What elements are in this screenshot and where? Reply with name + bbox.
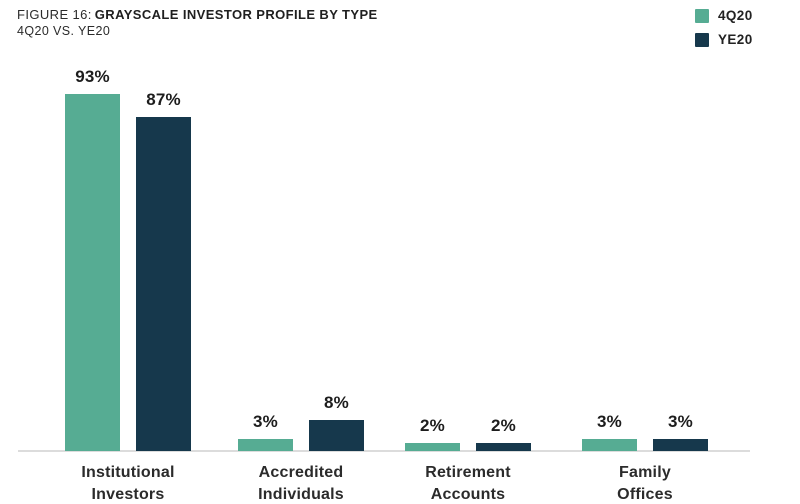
- category-label-line: Family: [619, 464, 671, 481]
- bar-4q20-accredited: [238, 439, 293, 451]
- bar-value-label: 8%: [324, 393, 349, 412]
- chart-header: FIGURE 16: GRAYSCALE INVESTOR PROFILE BY …: [17, 6, 378, 39]
- category-label-accredited: Accredited Individuals: [216, 462, 386, 504]
- bar-value-label: 3%: [253, 412, 278, 431]
- legend-swatch-4q20: [695, 8, 709, 23]
- bar-4q20-family: [582, 439, 637, 451]
- bar-value-label: 2%: [491, 416, 516, 435]
- bar-4q20-institutional: [65, 94, 120, 451]
- bar-value-label: 3%: [668, 412, 693, 431]
- bar-ye20-family: [653, 439, 708, 451]
- category-label-line: Retirement: [425, 464, 511, 481]
- x-axis-baseline: [18, 450, 750, 452]
- legend-label-4q20: 4Q20: [718, 8, 753, 23]
- bar-value-label: 3%: [597, 412, 622, 431]
- bar-ye20-accredited: [309, 420, 364, 451]
- bar-ye20-retirement: [476, 443, 531, 451]
- legend-label-ye20: YE20: [718, 32, 753, 47]
- bar-4q20-retirement: [405, 443, 460, 451]
- category-label-line: Investors: [91, 486, 165, 503]
- bar-value-label: 2%: [420, 416, 445, 435]
- bar-value-label: 93%: [75, 67, 110, 86]
- bar-ye20-institutional: [136, 117, 191, 451]
- bar-value-label: 87%: [146, 90, 181, 109]
- legend-swatch-ye20: [695, 32, 709, 47]
- chart-legend: 4Q20 YE20: [695, 8, 753, 47]
- category-label-retirement: Retirement Accounts: [383, 462, 553, 504]
- category-label-line: Institutional: [81, 464, 175, 481]
- figure-subtitle: 4Q20 VS. YE20: [17, 24, 111, 38]
- category-label-line: Offices: [617, 486, 673, 503]
- legend-item-4q20: 4Q20: [695, 8, 753, 23]
- category-label-family: Family Offices: [560, 462, 730, 504]
- category-label-line: Accredited: [258, 464, 344, 481]
- figure-label-prefix: FIGURE 16:: [17, 7, 92, 22]
- legend-item-ye20: YE20: [695, 32, 753, 47]
- category-label-institutional: Institutional Investors: [43, 462, 213, 504]
- category-label-line: Accounts: [430, 486, 506, 503]
- figure-title: FIGURE 16: GRAYSCALE INVESTOR PROFILE BY …: [17, 6, 378, 23]
- figure-title-text: GRAYSCALE INVESTOR PROFILE BY TYPE: [94, 7, 378, 22]
- category-label-line: Individuals: [258, 486, 344, 503]
